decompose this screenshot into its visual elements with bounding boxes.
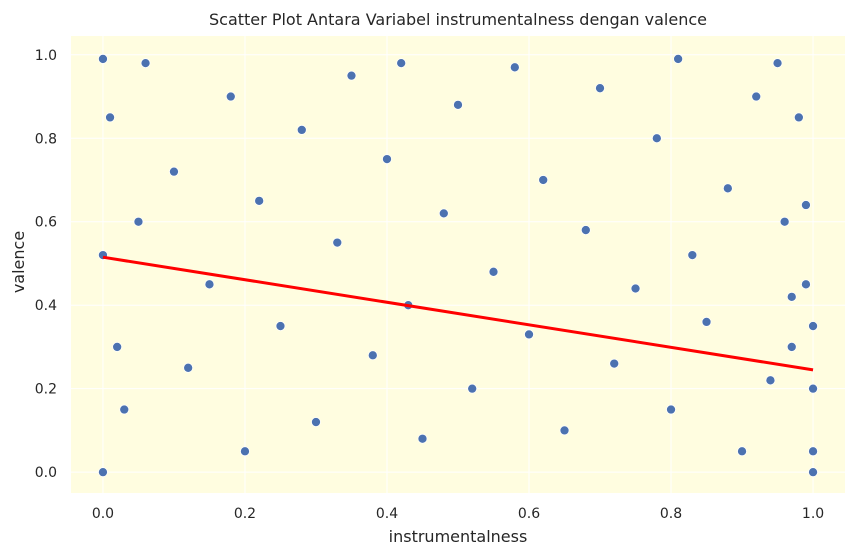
data-point bbox=[786, 342, 797, 352]
data-point bbox=[98, 467, 108, 477]
data-point bbox=[666, 404, 676, 415]
data-point bbox=[453, 100, 463, 110]
data-point bbox=[779, 216, 790, 227]
data-point bbox=[687, 250, 698, 260]
data-point bbox=[112, 342, 123, 352]
data-point bbox=[396, 58, 407, 68]
data-point bbox=[488, 266, 499, 277]
x-axis-title: instrumentalness bbox=[389, 527, 528, 546]
data-point bbox=[737, 446, 747, 457]
x-axis-ticks: 0.0 0.2 0.4 0.6 0.8 1.0 bbox=[92, 506, 824, 522]
data-point bbox=[311, 417, 321, 427]
data-point bbox=[204, 279, 215, 290]
x-tick-label: 0.8 bbox=[660, 506, 682, 522]
data-point bbox=[651, 133, 662, 144]
grid-lines bbox=[71, 36, 845, 493]
data-point bbox=[509, 62, 520, 73]
data-point bbox=[793, 112, 804, 123]
x-tick-label: 0.2 bbox=[234, 506, 256, 522]
chart-title: Scatter Plot Antara Variabel instrumenta… bbox=[209, 10, 707, 29]
data-point bbox=[609, 358, 620, 369]
data-point bbox=[580, 225, 591, 235]
data-point bbox=[225, 91, 236, 102]
x-tick-label: 0.6 bbox=[518, 506, 540, 522]
data-point bbox=[808, 321, 818, 331]
data-point bbox=[438, 208, 449, 219]
y-tick-label: 1.0 bbox=[35, 48, 57, 64]
data-point bbox=[673, 54, 683, 64]
x-tick-label: 0.4 bbox=[376, 506, 398, 522]
y-tick-label: 0.4 bbox=[35, 298, 57, 314]
data-point bbox=[417, 433, 428, 444]
data-point bbox=[722, 183, 733, 194]
data-point bbox=[765, 375, 776, 386]
data-point bbox=[801, 279, 811, 290]
data-point bbox=[701, 317, 712, 327]
regression-line bbox=[102, 255, 814, 372]
data-point bbox=[332, 237, 343, 248]
data-point bbox=[559, 425, 570, 436]
x-tick-label: 1.0 bbox=[802, 506, 824, 522]
data-point bbox=[772, 58, 783, 68]
x-tick-label: 0.0 bbox=[92, 506, 114, 522]
y-tick-label: 0.6 bbox=[35, 215, 57, 231]
data-point bbox=[240, 446, 250, 457]
data-point bbox=[296, 125, 307, 135]
y-tick-label: 0.8 bbox=[35, 131, 57, 147]
data-point bbox=[801, 200, 811, 210]
y-tick-label: 0.2 bbox=[35, 382, 57, 398]
data-point bbox=[467, 383, 478, 394]
data-point bbox=[786, 291, 797, 302]
data-point bbox=[630, 283, 641, 294]
data-point bbox=[140, 58, 151, 68]
y-tick-label: 0.0 bbox=[35, 465, 57, 481]
data-point bbox=[382, 154, 392, 164]
data-point bbox=[808, 467, 818, 477]
data-point bbox=[538, 175, 549, 185]
data-point bbox=[346, 70, 357, 81]
data-point bbox=[98, 54, 108, 64]
data-point bbox=[119, 404, 130, 415]
data-point bbox=[808, 446, 818, 457]
scatter-points bbox=[98, 54, 818, 477]
data-point bbox=[254, 196, 265, 206]
data-point bbox=[183, 362, 194, 373]
data-point bbox=[524, 329, 534, 340]
y-axis-ticks: 0.0 0.2 0.4 0.6 0.8 1.0 bbox=[35, 48, 57, 481]
plot-background bbox=[71, 36, 845, 493]
y-axis-title: valence bbox=[9, 231, 28, 293]
data-point bbox=[133, 216, 144, 227]
data-point bbox=[169, 166, 179, 177]
data-point bbox=[105, 112, 115, 123]
data-point bbox=[275, 321, 286, 331]
data-point bbox=[751, 91, 762, 102]
data-point bbox=[595, 83, 605, 94]
data-point bbox=[367, 350, 378, 361]
data-point bbox=[808, 383, 818, 394]
